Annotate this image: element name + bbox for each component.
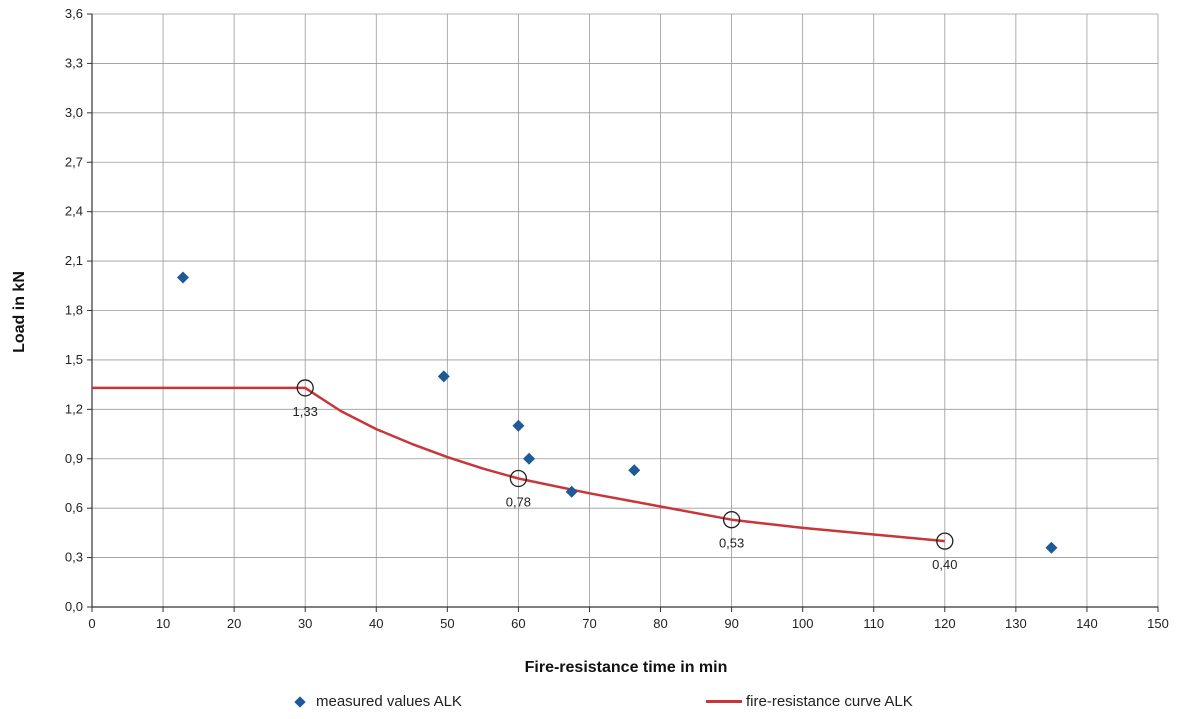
legend-item-measured: measured values ALK: [294, 693, 462, 710]
y-tick-label: 1,8: [65, 303, 83, 318]
annotation-label: 1,33: [293, 404, 318, 419]
legend-item-curve: fire-resistance curve ALK: [706, 693, 913, 710]
diamond-marker-icon: [294, 695, 306, 708]
legend-label-curve: fire-resistance curve ALK: [746, 693, 913, 710]
y-tick-label: 1,5: [65, 352, 83, 367]
measured-points: [176, 271, 1058, 554]
y-tick-label: 0,6: [65, 500, 83, 515]
x-tick-label: 20: [227, 616, 241, 631]
x-tick-label: 10: [156, 616, 170, 631]
x-tick-label: 70: [582, 616, 596, 631]
x-tick-label: 150: [1147, 616, 1169, 631]
x-tick-label: 60: [511, 616, 525, 631]
y-tick-label: 3,0: [65, 105, 83, 120]
annotation-label: 0,78: [506, 495, 531, 510]
measured-point: [1045, 541, 1058, 554]
x-tick-label: 40: [369, 616, 383, 631]
x-tick-label: 80: [653, 616, 667, 631]
legend: measured values ALK fire-resistance curv…: [0, 693, 1186, 715]
line-marker-icon: [706, 700, 742, 703]
annotation-circle: [296, 379, 314, 397]
annotation-label: 0,53: [719, 536, 744, 551]
y-axis-title: Load in kN: [11, 271, 28, 353]
annotation-circle: [509, 469, 528, 488]
x-tick-label: 100: [792, 616, 814, 631]
curve-line: [92, 386, 945, 543]
measured-point: [628, 464, 641, 477]
x-tick-labels: 0 10 20 30 40 50 60 70 80 90 100 110 120 130 140 150: [88, 616, 1168, 631]
y-tick-label: 3,6: [65, 6, 83, 21]
annotation-label: 0,40: [932, 557, 957, 572]
y-tick-label: 0,0: [65, 599, 83, 614]
x-tick-label: 90: [724, 616, 738, 631]
curve-annotations: 1,33 0,78 0,53 0,40: [293, 379, 957, 572]
y-tick-labels: 0,0 0,3 0,6 0,9 1,2 1,5 1,8 2,1 2,4 2,7 3,0 3,3 3,6: [65, 6, 83, 614]
x-tick-label: 130: [1005, 616, 1027, 631]
gridlines: [91, 13, 1159, 608]
measured-point: [565, 485, 578, 498]
x-tick-label: 0: [88, 616, 95, 631]
measured-point: [512, 419, 525, 432]
annotation-circle: [722, 511, 741, 529]
x-tick-label: 120: [934, 616, 956, 631]
y-tick-label: 2,1: [65, 253, 83, 268]
x-tick-label: 140: [1076, 616, 1098, 631]
measured-point: [176, 271, 189, 284]
y-tick-label: 0,9: [65, 451, 83, 466]
axes: [87, 13, 1159, 612]
y-tick-label: 2,7: [65, 154, 83, 169]
chart: 0 10 20 30 40 50 60 70 80 90 100 110 120 130 140 150 0,…: [11, 6, 1169, 676]
y-tick-label: 3,3: [65, 55, 83, 70]
y-tick-label: 0,3: [65, 550, 83, 565]
fire-resistance-curve: [92, 386, 945, 543]
x-tick-label: 110: [863, 616, 884, 631]
x-axis-title: Fire-resistance time in min: [525, 659, 728, 676]
measured-point: [437, 370, 450, 383]
legend-label-measured: measured values ALK: [316, 693, 462, 710]
measured-point: [523, 452, 536, 465]
x-tick-label: 50: [440, 616, 454, 631]
x-tick-label: 30: [298, 616, 312, 631]
annotation-circle: [936, 532, 954, 550]
y-tick-label: 1,2: [65, 401, 83, 416]
y-tick-label: 2,4: [65, 204, 83, 219]
